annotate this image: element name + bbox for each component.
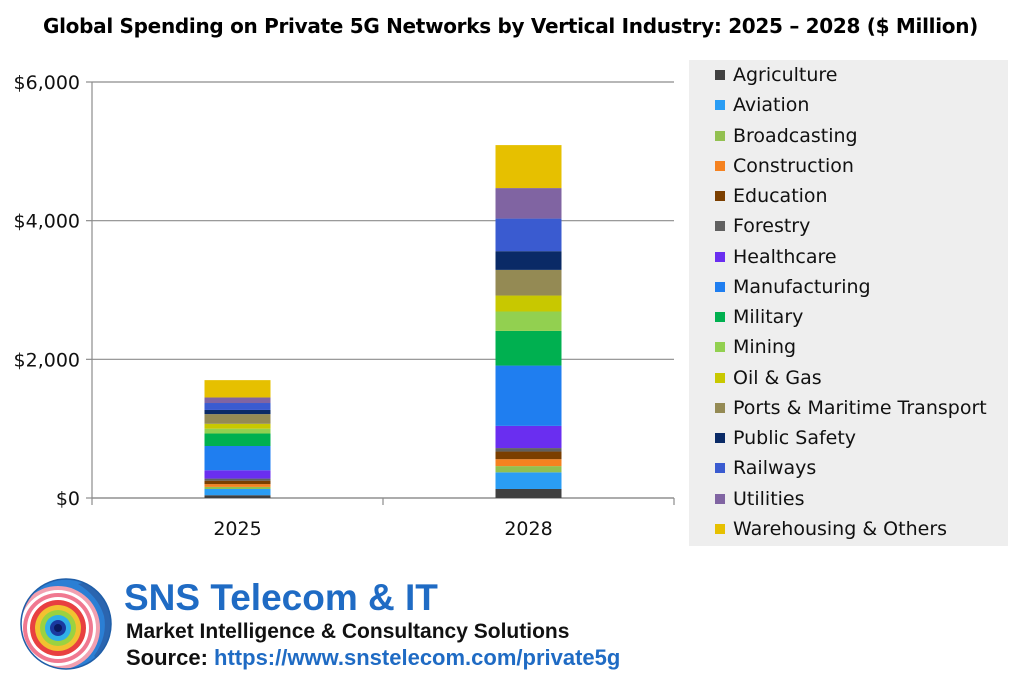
bar-segment (495, 472, 562, 489)
globe-logo-icon (20, 578, 112, 670)
bar-segment (495, 145, 562, 189)
legend-item: Forestry (715, 214, 810, 238)
legend-swatch (715, 312, 725, 322)
legend-swatch (715, 130, 725, 141)
legend-label: Utilities (733, 487, 805, 510)
bar-segment (495, 311, 562, 331)
legend-item: Agriculture (715, 63, 838, 87)
plot-area: $0 $2,000 $4,000 $6,000 2025 2028 (14, 72, 675, 540)
legend-item: Warehousing & Others (715, 517, 947, 541)
bar-segment (204, 423, 271, 429)
source-url-link[interactable]: https://www.snstelecom.com/private5g (214, 645, 621, 670)
footer: SNS Telecom & IT Market Intelligence & C… (0, 572, 1021, 682)
legend-label: Military (733, 306, 804, 328)
legend-label: Construction (733, 154, 854, 177)
x-tick-label: 2028 (504, 518, 552, 540)
bar-segment (204, 414, 271, 424)
bar-segment (204, 380, 271, 398)
legend-item: Mining (715, 335, 796, 359)
bar-segment (495, 188, 562, 219)
bar-segment (204, 409, 271, 415)
bar-segment (495, 295, 562, 312)
legend-item: Oil & Gas (715, 366, 822, 390)
legend-label: Agriculture (733, 64, 838, 86)
bar-segment (204, 470, 271, 479)
legend-label: Oil & Gas (733, 366, 822, 389)
bar-segment (204, 484, 271, 487)
bar-segment (495, 488, 562, 498)
bar-segment (495, 451, 562, 460)
legend-label: Forestry (733, 215, 811, 238)
legend-item: Public Safety (715, 426, 856, 450)
bar-segment (204, 486, 271, 489)
legend-swatch (715, 191, 725, 201)
legend-swatch (715, 402, 725, 413)
legend-swatch (715, 160, 725, 171)
legend-label: Railways (733, 457, 817, 480)
source-label: Source: (126, 645, 208, 670)
legend-item: Education (715, 184, 828, 208)
bar-segment (495, 365, 562, 426)
legend-item: Railways (715, 456, 816, 480)
legend-item: Manufacturing (715, 275, 871, 299)
legend-label: Broadcasting (733, 124, 858, 147)
legend-item: Military (715, 305, 803, 329)
legend-swatch (715, 70, 725, 80)
legend-swatch (715, 493, 725, 504)
legend-swatch (715, 523, 725, 534)
legend-item: Ports & Maritime Transport (715, 396, 987, 420)
bar-segment (495, 466, 562, 473)
legend-swatch (715, 251, 725, 262)
bar-segment (495, 251, 562, 270)
bar-segment (495, 459, 562, 467)
legend-label: Healthcare (733, 245, 837, 268)
bar-segment (204, 403, 271, 410)
legend-swatch (715, 221, 725, 232)
legend-swatch (715, 433, 725, 443)
y-tick-label: $4,000 (14, 211, 80, 233)
brand-tagline: Market Intelligence & Consultancy Soluti… (126, 620, 570, 643)
bar-segment (204, 433, 271, 446)
bar-segment (495, 330, 562, 366)
bar-segment (495, 448, 562, 452)
bar-segment (204, 478, 271, 481)
legend-item: Construction (715, 154, 854, 178)
legend-item: Broadcasting (715, 124, 858, 148)
brand-name: SNS Telecom & IT (124, 577, 438, 618)
legend-label: Manufacturing (733, 275, 871, 298)
bar-segment (204, 488, 271, 496)
legend-item: Healthcare (715, 245, 837, 269)
legend-swatch (715, 100, 725, 111)
legend-item: Utilities (715, 487, 805, 511)
legend-label: Aviation (733, 94, 810, 117)
legend-label: Education (733, 185, 828, 207)
legend-swatch (715, 342, 725, 353)
legend-label: Public Safety (733, 427, 857, 449)
legend-swatch (715, 281, 725, 292)
legend: Agriculture Aviation Broadcasting Construct… (689, 60, 1008, 546)
bar-segment (204, 480, 271, 485)
legend-swatch (715, 463, 725, 474)
y-tick-label: $6,000 (14, 72, 80, 94)
bar-segment (204, 446, 271, 471)
bar-segment (204, 428, 271, 434)
chart-title: Global Spending on Private 5G Networks b… (43, 14, 978, 38)
y-tick-label: $2,000 (14, 349, 80, 371)
x-tick-label: 2025 (213, 518, 261, 540)
legend-label: Mining (733, 336, 797, 359)
legend-swatch (715, 372, 725, 383)
bar-segment (495, 425, 562, 449)
legend-item: Aviation (715, 93, 809, 117)
bar-segment (204, 397, 271, 404)
bar-segment (495, 218, 562, 252)
y-tick-label: $0 (56, 488, 80, 510)
bar-segment (204, 495, 271, 498)
source-line: Source: https://www.snstelecom.com/priva… (126, 645, 620, 671)
legend-label: Ports & Maritime Transport (733, 396, 987, 419)
bar-segment (495, 269, 562, 296)
legend-label: Warehousing & Others (733, 517, 948, 540)
